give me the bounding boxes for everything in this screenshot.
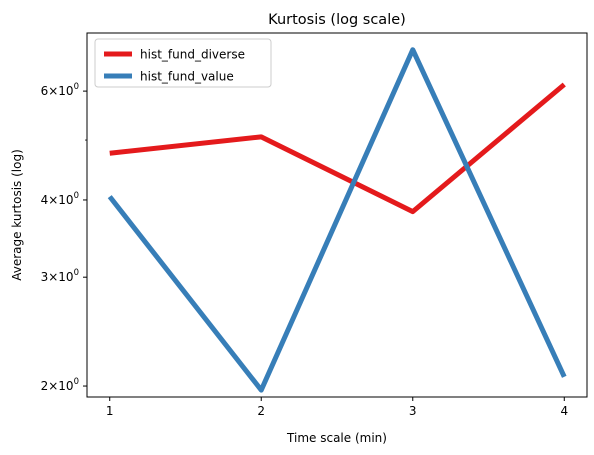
axes-frame: [86, 32, 588, 398]
legend: hist_fund_diverse hist_fund_value: [94, 38, 272, 88]
series-line-hist-fund-diverse: [109, 82, 566, 215]
x-tick-label: 1: [106, 404, 114, 418]
legend-label: hist_fund_diverse: [140, 48, 245, 62]
legend-label: hist_fund_value: [140, 70, 234, 84]
x-tick-label: 4: [560, 404, 568, 418]
legend-box: [94, 38, 272, 88]
chart-title: Kurtosis (log scale): [268, 12, 406, 28]
y-tick-label: 6×100: [41, 82, 79, 98]
series-line-hist-fund-value: [107, 47, 567, 393]
axes-layer: 1 2 3 4 2×100 3×100 4×100 6×100: [41, 32, 588, 418]
series-layer: [107, 47, 567, 393]
y-tick-label: 3×100: [41, 268, 79, 284]
y-axis-label: Average kurtosis (log): [10, 149, 24, 281]
y-tick-label: 2×100: [41, 377, 79, 393]
x-axis-label: Time scale (min): [286, 431, 387, 445]
y-tick-label: 4×100: [41, 191, 79, 207]
x-tick-label: 2: [257, 404, 265, 418]
x-tick-label: 3: [409, 404, 417, 418]
